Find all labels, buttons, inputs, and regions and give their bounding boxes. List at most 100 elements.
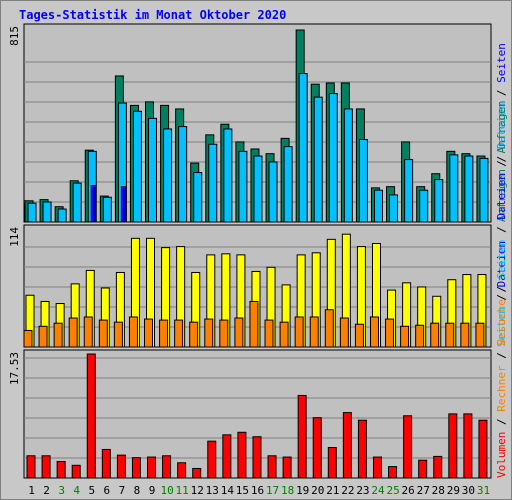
bar-dateien-day-21 xyxy=(328,93,338,223)
legend-top-item-3: / xyxy=(495,83,508,103)
bar-seiten-orange-day-3 xyxy=(53,322,63,348)
bar-seiten-orange-day-11 xyxy=(174,319,184,348)
bar-volumen-day-17 xyxy=(267,455,277,479)
x-tick-label-day-5: 5 xyxy=(88,484,95,497)
bar-dateien-day-14 xyxy=(223,128,233,223)
bar-seiten-orange-day-26 xyxy=(400,325,410,348)
bar-dateien-day-19 xyxy=(298,73,308,223)
bar-seiten-orange-day-10 xyxy=(159,319,169,348)
panel-bottom-bars xyxy=(26,353,488,479)
bar-seiten-orange-day-13 xyxy=(204,318,214,348)
x-tick-label-day-7: 7 xyxy=(119,484,126,497)
bar-volumen-day-5 xyxy=(86,353,96,479)
bar-dateien-day-25 xyxy=(389,194,399,223)
legend-bottom: Volumen / Rechner / Besuche / Seiten / D… xyxy=(495,100,508,478)
bar-volumen-day-30 xyxy=(463,413,473,479)
bar-seiten-orange-day-22 xyxy=(339,317,349,348)
bar-volumen-day-9 xyxy=(147,456,157,479)
x-tick-label-day-24: 24 xyxy=(371,484,385,497)
legend-bottom-item-4: Besuche xyxy=(495,299,508,345)
bar-seiten-orange-day-4 xyxy=(68,317,78,348)
x-tick-label-day-3: 3 xyxy=(58,484,65,497)
bar-seiten-orange-day-15 xyxy=(234,317,244,348)
bar-seiten-orange-day-16 xyxy=(249,300,259,348)
x-tick-label-day-14: 14 xyxy=(221,484,235,497)
bar-seiten-orange-day-27 xyxy=(415,324,425,348)
bar-seiten-orange-day-19 xyxy=(294,316,304,348)
bar-seiten-orange-day-31 xyxy=(475,322,485,348)
legend-middle-item-0: Seiten xyxy=(495,307,508,347)
bar-dateien-day-16 xyxy=(253,155,263,223)
bar-dateien-day-17 xyxy=(268,161,278,223)
bar-dateien-day-28 xyxy=(434,179,444,223)
bar-dateien-day-29 xyxy=(449,154,459,223)
x-tick-label-day-29: 29 xyxy=(447,484,460,497)
legend-bottom-item-7: / xyxy=(495,220,508,240)
x-tick-label-day-13: 13 xyxy=(206,484,219,497)
legend-bottom-item-9: / xyxy=(495,153,508,173)
legend-bottom-item-5: / xyxy=(495,279,508,299)
bar-seiten-orange-day-18 xyxy=(279,321,289,348)
bar-dateien-day-3 xyxy=(57,208,67,223)
bar-dateien-day-6 xyxy=(102,196,112,223)
bar-seiten-orange-day-24 xyxy=(369,316,379,348)
x-tick-label-day-22: 22 xyxy=(341,484,354,497)
bar-volumen-day-21 xyxy=(327,447,337,479)
chart-title: Tages-Statistik im Monat Oktober 2020 xyxy=(19,8,287,22)
x-tick-label-day-30: 30 xyxy=(462,484,475,497)
bar-dateien-day-30 xyxy=(464,155,474,223)
bar-volumen-day-6 xyxy=(101,448,111,479)
x-tick-label-day-8: 8 xyxy=(134,484,141,497)
bar-seiten-day-5 xyxy=(90,184,96,223)
bar-seiten-orange-day-1 xyxy=(23,329,33,348)
legend-bottom-item-3: / xyxy=(495,346,508,366)
bar-dateien-day-4 xyxy=(72,182,82,223)
y-max-label-middle: 114 xyxy=(8,227,21,247)
legend-bottom-item-0: Volumen xyxy=(495,432,508,478)
bar-volumen-day-16 xyxy=(252,436,262,479)
x-tick-label-day-2: 2 xyxy=(43,484,50,497)
y-max-label-top: 815 xyxy=(8,26,21,46)
x-tick-label-day-4: 4 xyxy=(73,484,80,497)
bar-seiten-orange-day-20 xyxy=(309,316,319,348)
bar-volumen-day-25 xyxy=(388,466,398,479)
legend-bottom-item-2: Rechner xyxy=(495,365,508,412)
x-tick-label-day-10: 10 xyxy=(160,484,173,497)
x-tick-label-day-15: 15 xyxy=(236,484,249,497)
bar-volumen-day-24 xyxy=(372,456,382,479)
bar-volumen-day-10 xyxy=(162,455,172,479)
bar-volumen-day-7 xyxy=(116,454,126,479)
bar-volumen-day-18 xyxy=(282,456,292,479)
bar-seiten-orange-day-12 xyxy=(189,321,199,348)
x-tick-label-day-1: 1 xyxy=(28,484,35,497)
bar-volumen-day-27 xyxy=(418,459,428,479)
bar-seiten-orange-day-7 xyxy=(113,321,123,348)
bar-seiten-orange-day-6 xyxy=(98,319,108,348)
legend-bottom-item-8: Dateien xyxy=(495,173,508,219)
bar-volumen-day-4 xyxy=(71,464,81,479)
legend-top: Anfragen / Dateien / Seiten xyxy=(495,43,508,222)
bar-dateien-day-26 xyxy=(404,159,414,223)
bar-volumen-day-11 xyxy=(177,462,187,479)
x-tick-label-day-9: 9 xyxy=(149,484,156,497)
bar-volumen-day-13 xyxy=(207,440,217,479)
x-tick-label-day-27: 27 xyxy=(417,484,430,497)
bar-seiten-orange-day-2 xyxy=(38,325,48,348)
bar-volumen-day-15 xyxy=(237,431,247,479)
bar-dateien-day-18 xyxy=(283,146,293,223)
bar-dateien-day-8 xyxy=(132,110,142,223)
bar-seiten-orange-day-28 xyxy=(430,322,440,348)
legend-bottom-item-10: Anfragen xyxy=(495,100,508,153)
panel-top-bars xyxy=(24,29,489,223)
bar-dateien-day-12 xyxy=(193,172,203,223)
legend-bottom-item-6: Seiten xyxy=(495,240,508,280)
bar-volumen-day-3 xyxy=(56,460,66,479)
y-max-label-bottom: 17.53 xyxy=(8,352,21,385)
bar-seiten-orange-day-23 xyxy=(354,323,364,348)
bar-seiten-orange-day-30 xyxy=(460,322,470,348)
bar-volumen-day-26 xyxy=(403,415,413,479)
bar-volumen-day-23 xyxy=(357,419,367,479)
x-tick-label-day-31: 31 xyxy=(477,484,490,497)
bar-volumen-day-28 xyxy=(433,455,443,479)
